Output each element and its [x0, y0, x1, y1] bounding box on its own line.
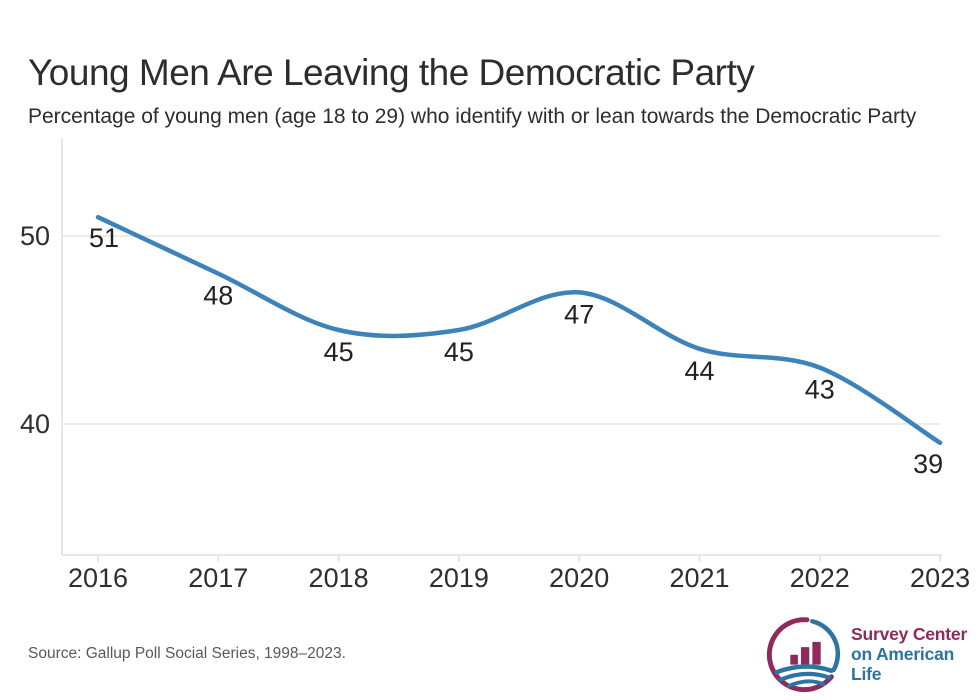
logo-bars-icon	[790, 641, 821, 665]
logo-text-line2: on American Life	[851, 644, 955, 684]
data-label-2017: 48	[203, 281, 233, 311]
x-tick-label-2023: 2023	[910, 563, 970, 593]
y-tick-label-50: 50	[20, 221, 50, 251]
y-tick-label-40: 40	[20, 409, 50, 439]
x-tick-label-2019: 2019	[429, 563, 489, 593]
data-label-2018: 45	[324, 337, 354, 367]
page-title: Young Men Are Leaving the Democratic Par…	[28, 51, 755, 93]
data-label-2016: 51	[89, 223, 119, 253]
x-tick-label-2016: 2016	[68, 563, 128, 593]
x-tick-label-2022: 2022	[790, 563, 850, 593]
x-tick-label-2017: 2017	[188, 563, 248, 593]
x-tick-label-2020: 2020	[549, 563, 609, 593]
survey-center-logo: Survey Center on American Life	[766, 613, 979, 695]
data-label-2020: 47	[564, 299, 594, 329]
trend-line	[95, 214, 943, 446]
logo-mark-icon	[766, 617, 841, 693]
data-label-2023: 39	[913, 449, 943, 479]
logo-text-line1: Survey Center	[851, 624, 968, 644]
data-label-2019: 45	[444, 337, 474, 367]
x-tick-label-2018: 2018	[309, 563, 369, 593]
source-note: Source: Gallup Poll Social Series, 1998–…	[28, 645, 346, 662]
logo-hills-icon	[774, 664, 834, 688]
page-subtitle: Percentage of young men (age 18 to 29) w…	[28, 105, 917, 128]
data-label-2021: 44	[684, 356, 714, 386]
x-tick-label-2021: 2021	[669, 563, 729, 593]
data-label-2022: 43	[805, 375, 835, 405]
